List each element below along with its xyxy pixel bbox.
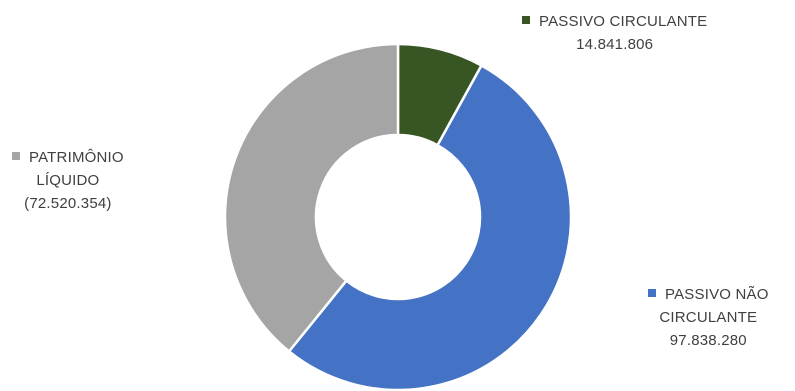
data-label-patrimonio-liquido: PATRIMÔNIO LÍQUIDO (72.520.354)	[12, 146, 124, 215]
swatch-passivo-nao-circulante	[648, 289, 656, 297]
label-name-passivo-circulante: PASSIVO CIRCULANTE	[539, 13, 708, 30]
label-value-passivo-circulante: 14.841.806	[576, 36, 654, 53]
label-name-line2-patrimonio-liquido: LÍQUIDO	[36, 172, 100, 189]
swatch-passivo-circulante	[522, 16, 530, 24]
data-label-passivo-circulante: PASSIVO CIRCULANTE 14.841.806	[522, 10, 707, 56]
data-label-passivo-nao-circulante: PASSIVO NÃO CIRCULANTE 97.838.280	[648, 283, 769, 352]
slice-patrimonio-liquido	[223, 42, 400, 353]
label-value-passivo-nao-circulante: 97.838.280	[669, 332, 747, 349]
label-name-line1-passivo-nao-circulante: PASSIVO NÃO	[665, 286, 769, 303]
label-value-patrimonio-liquido: (72.520.354)	[24, 195, 112, 212]
swatch-patrimonio-liquido	[12, 152, 20, 160]
slice-passivo-nao-circulante	[287, 64, 573, 391]
label-name-line2-passivo-nao-circulante: CIRCULANTE	[659, 309, 758, 326]
label-name-line1-patrimonio-liquido: PATRIMÔNIO	[29, 149, 124, 166]
